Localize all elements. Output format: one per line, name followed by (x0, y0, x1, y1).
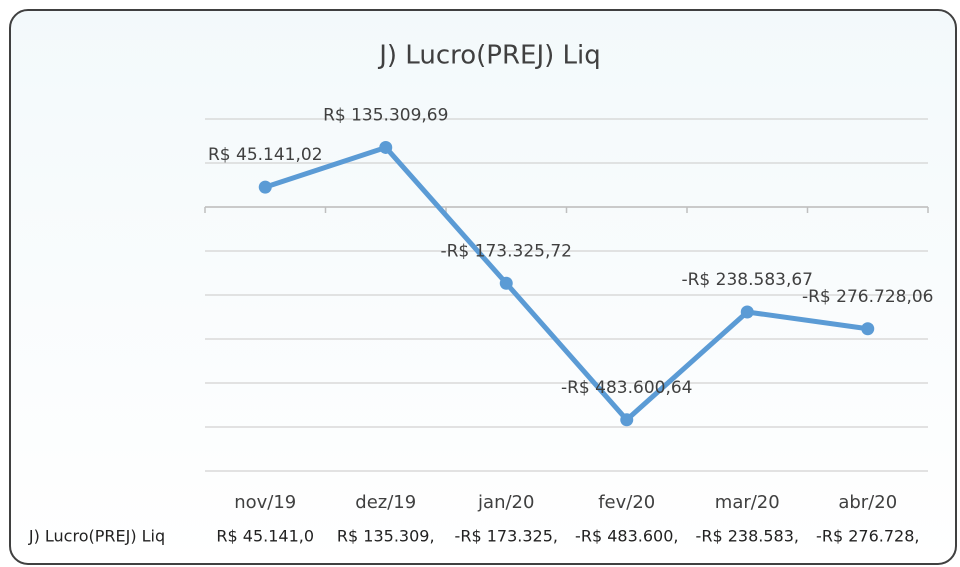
x-tick-label: jan/20 (477, 492, 534, 513)
data-point (620, 413, 634, 427)
data-label: R$ 135.309,69 (323, 105, 448, 125)
data-label: -R$ 483.600,64 (561, 378, 693, 398)
x-tick-label: mar/20 (715, 492, 780, 513)
data-table-series-name: J) Lucro(PREJ) Liq (28, 527, 165, 546)
data-table-cell: R$ 45.141,0 (216, 527, 314, 546)
data-table-cell: -R$ 276.728, (816, 527, 919, 546)
data-table-cell: -R$ 238.583, (696, 527, 799, 546)
data-label: -R$ 276.728,06 (802, 287, 934, 307)
data-label: -R$ 173.325,72 (440, 241, 572, 261)
x-tick-label: abr/20 (838, 492, 897, 513)
data-point (499, 276, 513, 290)
data-point (861, 322, 875, 336)
chart-title: J) Lucro(PREJ) Liq (377, 41, 601, 71)
data-table-cell: -R$ 483.600, (575, 527, 678, 546)
data-table-cell: -R$ 173.325, (455, 527, 558, 546)
data-point (258, 180, 272, 194)
x-tick-label: dez/19 (355, 492, 416, 513)
x-tick-label: fev/20 (598, 492, 655, 513)
data-point (740, 305, 754, 319)
data-point (379, 140, 393, 154)
data-label: R$ 45.141,02 (208, 145, 323, 165)
x-tick-label: nov/19 (234, 492, 296, 513)
series-line (264, 144, 869, 423)
data-label: -R$ 238.583,67 (681, 270, 813, 290)
chart-frame (9, 9, 957, 565)
data-table-cell: R$ 135.309, (337, 527, 435, 546)
